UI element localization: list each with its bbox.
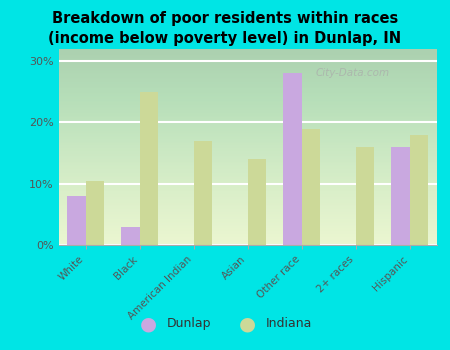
Text: ●: ● — [239, 314, 256, 333]
Bar — [248, 159, 266, 245]
Bar — [302, 128, 320, 245]
Bar — [410, 135, 428, 245]
Bar — [283, 74, 302, 245]
Text: ●: ● — [140, 314, 157, 333]
Text: Breakdown of poor residents within races
(income below poverty level) in Dunlap,: Breakdown of poor residents within races… — [49, 10, 401, 47]
Bar — [67, 196, 86, 245]
Bar — [391, 147, 410, 245]
Text: Dunlap: Dunlap — [166, 317, 211, 330]
Bar — [194, 141, 212, 245]
Bar — [86, 181, 104, 245]
Bar — [140, 92, 158, 245]
Text: City-Data.com: City-Data.com — [315, 68, 390, 77]
Bar — [121, 227, 140, 245]
Bar — [356, 147, 374, 245]
Text: Indiana: Indiana — [266, 317, 312, 330]
